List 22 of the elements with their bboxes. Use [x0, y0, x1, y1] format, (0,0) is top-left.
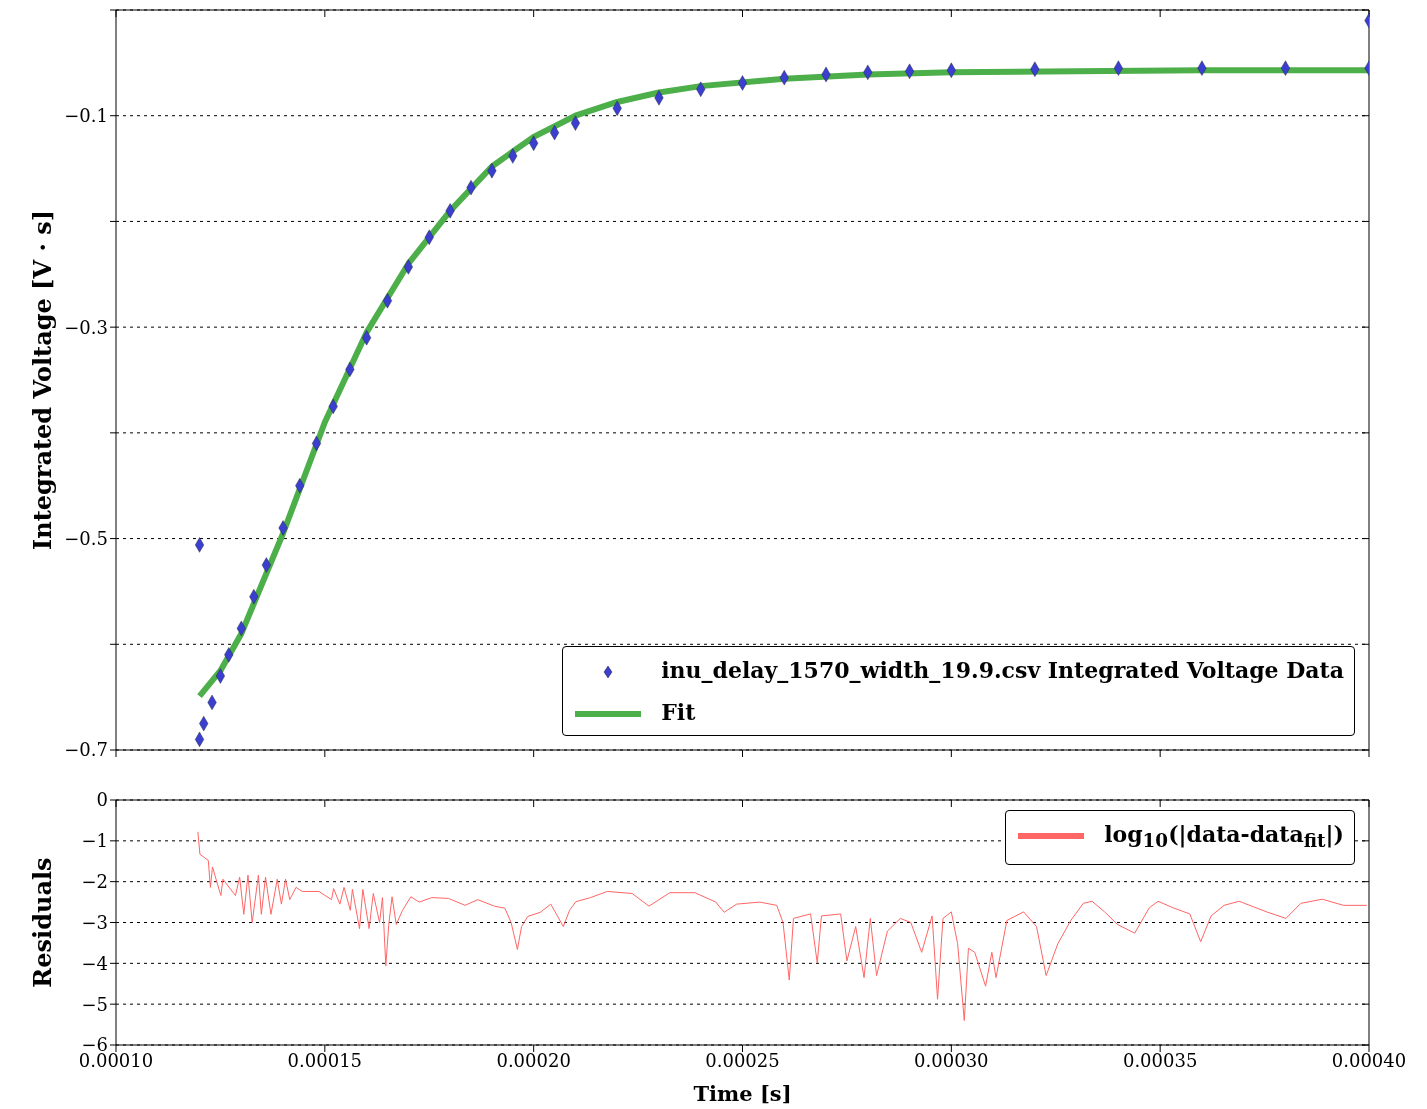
legend-label: Fit	[661, 699, 696, 725]
x-tick-label: 0.00035	[1122, 1049, 1198, 1071]
legend-label: log$_{10}$(|data-data$_{fit}$|)	[1104, 821, 1344, 852]
y-axis-title: Integrated Voltage [V · s]	[27, 210, 57, 550]
y-tick-label: −2	[81, 871, 108, 893]
y-tick-label: −0.7	[64, 739, 108, 761]
x-tick-label: 0.00030	[914, 1049, 989, 1071]
x-axis-title: Time [s]	[693, 1081, 792, 1106]
y-tick-label: −4	[81, 952, 108, 974]
x-tick-label: 0.00020	[496, 1049, 571, 1071]
y-tick-label: −1	[81, 830, 108, 852]
y-tick-label: −5	[81, 993, 108, 1015]
y-tick-label: 0	[96, 789, 108, 811]
legend-label: inu_delay_1570_width_19.9.csv Integrated Voltage Data	[661, 657, 1344, 683]
x-tick-label: 0.00015	[287, 1049, 363, 1071]
x-tick-label: 0.00025	[705, 1049, 780, 1071]
y-axis-title: Residuals	[27, 857, 57, 988]
y-tick-label: −3	[81, 911, 108, 933]
y-tick-label: −0.3	[64, 316, 108, 338]
y-tick-label: −0.1	[64, 105, 108, 127]
x-tick-label: 0.00040	[1331, 1049, 1407, 1071]
y-tick-label: −0.5	[64, 527, 108, 549]
